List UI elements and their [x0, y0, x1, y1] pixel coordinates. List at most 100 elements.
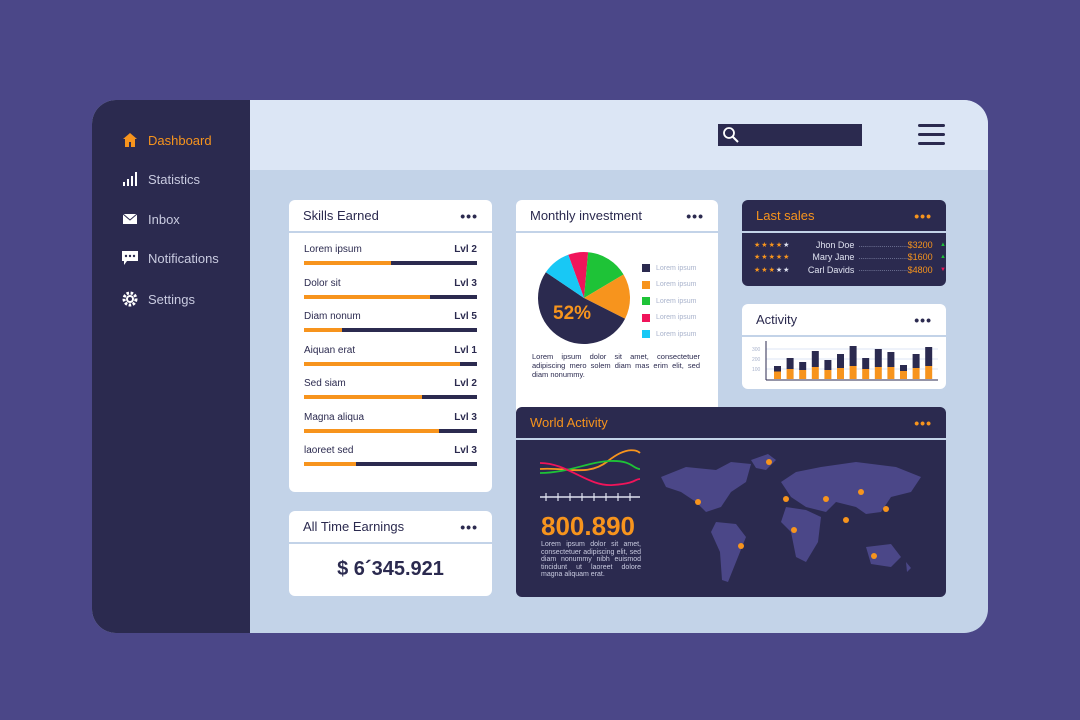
menu-button[interactable]: [918, 124, 945, 146]
skill-progress-bar: [304, 294, 477, 299]
world-map: [661, 454, 921, 582]
skill-level: Lvl 3: [454, 445, 477, 456]
activity-bar-segment: [799, 370, 807, 379]
skill-item: Magna aliqua Lvl 3: [304, 404, 477, 438]
trend-up-icon: ▲: [940, 254, 946, 261]
card-title: World Activity: [530, 415, 608, 430]
rating-stars: ★★★★★: [754, 254, 791, 262]
sidebar-item-settings[interactable]: Settings: [122, 291, 195, 307]
more-options-button[interactable]: •••: [460, 207, 478, 224]
sidebar-item-inbox[interactable]: Inbox: [122, 211, 180, 227]
legend-label: Lorem ipsum: [656, 330, 697, 338]
dashboard-window: Dashboard Statistics Inbox Notifications…: [92, 100, 988, 633]
skill-name: laoreet sed: [304, 445, 354, 456]
y-tick-label: 300: [752, 347, 761, 353]
activity-bar: [824, 360, 832, 370]
activity-bar-segment: [925, 366, 933, 379]
activity-bar-segment: [811, 367, 819, 379]
y-tick-label: 200: [752, 357, 761, 363]
card-title: All Time Earnings: [303, 519, 405, 534]
legend-label: Lorem ipsum: [656, 314, 697, 322]
activity-bar: [862, 358, 870, 369]
sale-row: ★★★★★ Carl Davids........................…: [754, 264, 946, 275]
pie-chart: [538, 252, 630, 345]
activity-bar-segment: [824, 370, 832, 379]
pie-slice: [568, 252, 589, 298]
activity-bar: [887, 352, 895, 367]
activity-bar-segment: [862, 369, 870, 379]
y-tick-label: 100: [752, 367, 761, 373]
skill-item: Aiquan erat Lvl 1: [304, 337, 477, 371]
sale-amount: $3200: [907, 240, 933, 251]
skill-name: Diam nonum: [304, 311, 361, 322]
trend-lines-chart: [539, 449, 641, 501]
rating-stars: ★★★★★: [754, 242, 791, 250]
world-activity-value: 800.890: [541, 511, 635, 541]
legend-label: Lorem ipsum: [656, 264, 697, 272]
activity-bar-segment: [912, 368, 920, 379]
legend-item: Lorem ipsum: [642, 260, 696, 277]
legend-item: Lorem ipsum: [642, 277, 696, 294]
sale-amount: $1600: [907, 252, 933, 263]
top-bar: [250, 100, 988, 170]
legend-item: Lorem ipsum: [642, 310, 696, 327]
activity-bar-segment: [837, 368, 844, 379]
activity-bar: [786, 358, 794, 369]
skill-progress-bar: [304, 361, 477, 366]
more-options-button[interactable]: •••: [914, 311, 932, 328]
skills-earned-card: Skills Earned ••• Lorem ipsum Lvl 2 Dolor s…: [289, 200, 492, 492]
skill-name: Aiquan erat: [304, 344, 356, 356]
skill-name: Dolor sit: [304, 277, 341, 289]
activity-bar: [900, 365, 907, 371]
sidebar-item-label: Dashboard: [148, 132, 212, 148]
skill-progress-bar: [304, 261, 477, 265]
skill-level: Lvl 1: [454, 344, 477, 356]
skill-item: laoreet sed Lvl 3: [304, 437, 477, 471]
envelope-icon: [122, 211, 138, 227]
skill-item: Diam nonum Lvl 5: [304, 303, 477, 337]
sidebar-item-statistics[interactable]: Statistics: [122, 171, 200, 187]
more-options-button[interactable]: •••: [914, 207, 932, 224]
skill-progress-bar: [304, 462, 477, 466]
sidebar-item-label: Notifications: [148, 250, 219, 266]
earnings-value: $ 6´345.921: [337, 558, 444, 580]
world-activity-description: Lorem ipsum dolor sit amet, consectetuer…: [541, 541, 641, 578]
pie-slice: [545, 254, 584, 298]
last-sales-card: Last sales ••• ★★★★★ Jhon Doe.............…: [742, 200, 946, 286]
skill-level: Lvl 3: [454, 411, 477, 423]
activity-bar-chart: 300 200 100: [752, 341, 938, 381]
search-icon: [723, 127, 739, 143]
activity-bar: [849, 346, 857, 366]
investment-description: Lorem ipsum dolor sit amet, consectetuer…: [532, 352, 700, 379]
skill-name: Magna aliqua: [304, 411, 365, 423]
more-options-button[interactable]: •••: [686, 207, 704, 224]
bar-chart-icon: [122, 171, 138, 187]
skill-progress-bar: [304, 395, 477, 399]
pie-legend: Lorem ipsum Lorem ipsum Lorem ipsum Lorem i…: [642, 260, 696, 343]
activity-bar: [774, 366, 781, 372]
sidebar-item-dashboard[interactable]: Dashboard: [122, 132, 212, 148]
gear-icon: [122, 291, 138, 307]
activity-card: Activity ••• 300 200 100: [742, 304, 946, 389]
skill-name: Lorem ipsum: [304, 244, 362, 255]
skill-name: Sed siam: [304, 378, 346, 389]
skill-progress-bar: [304, 428, 477, 433]
sidebar: Dashboard Statistics Inbox Notifications…: [92, 100, 250, 633]
card-title: Activity: [756, 312, 798, 327]
search-input[interactable]: [718, 124, 862, 146]
sidebar-item-label: Inbox: [148, 211, 180, 227]
legend-item: Lorem ipsum: [642, 293, 696, 310]
more-options-button[interactable]: •••: [460, 518, 478, 535]
pie-center-label: 52%: [553, 303, 592, 324]
skill-item: Lorem ipsum Lvl 2: [304, 236, 477, 270]
activity-markers: [695, 459, 889, 559]
skill-level: Lvl 2: [454, 244, 477, 255]
sidebar-item-notifications[interactable]: Notifications: [122, 250, 219, 266]
activity-bar: [874, 349, 882, 367]
skill-level: Lvl 5: [454, 311, 477, 322]
pie-slice: [584, 252, 624, 298]
more-options-button[interactable]: •••: [914, 414, 932, 431]
rating-stars: ★★★★★: [754, 266, 791, 274]
legend-label: Lorem ipsum: [656, 297, 697, 305]
activity-bar: [811, 351, 819, 367]
